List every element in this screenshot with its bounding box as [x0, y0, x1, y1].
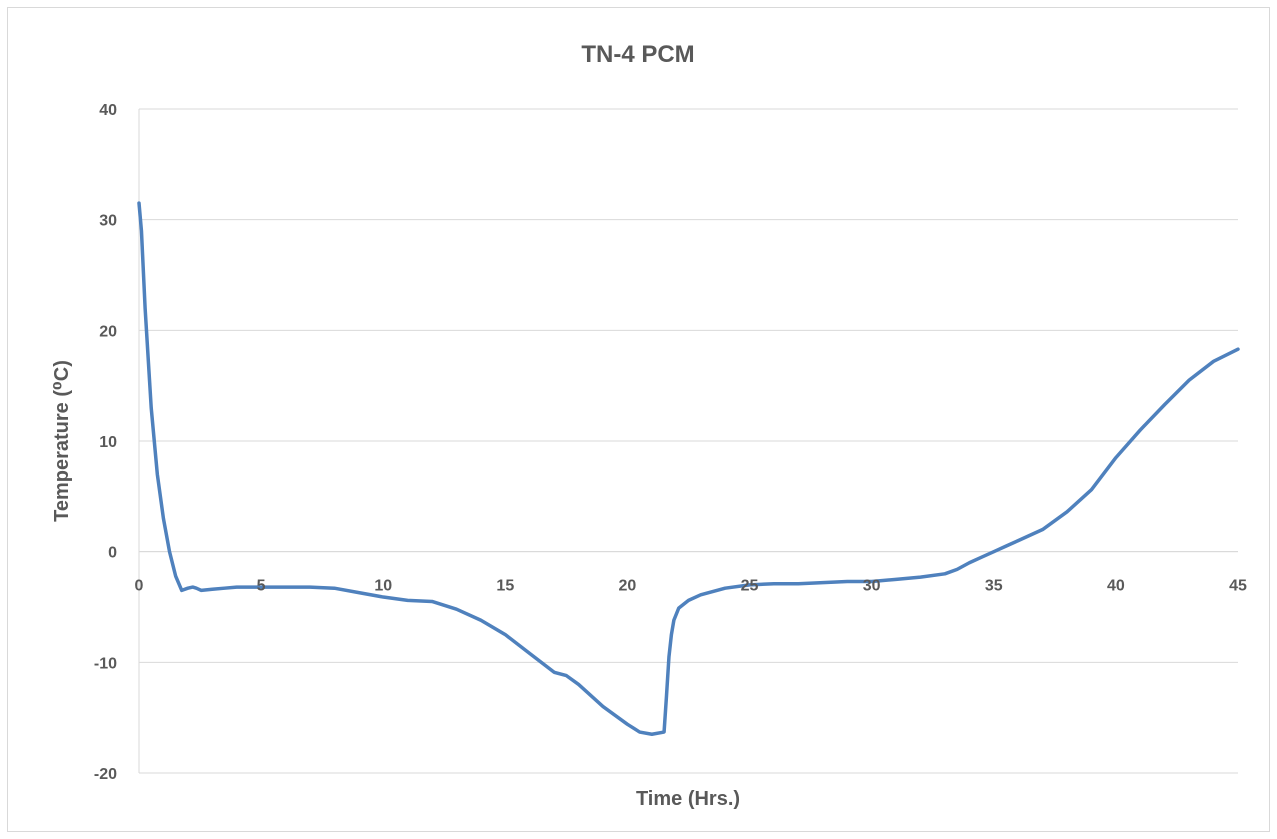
- y-tick-labels: 40 30 20 10 0 -10 -20: [94, 102, 117, 783]
- y-axis-label: Temperature (⁰C): [51, 360, 73, 522]
- y-tick-label: 20: [99, 323, 117, 340]
- x-tick-label: 45: [1229, 578, 1247, 595]
- y-tick-label: 30: [99, 213, 117, 230]
- x-tick-labels: 0 5 10 15 20 25 30 35 40 45: [135, 578, 1247, 595]
- x-tick-label: 40: [1107, 578, 1125, 595]
- y-tick-label: 0: [108, 545, 117, 562]
- x-tick-label: 15: [496, 578, 514, 595]
- gridlines: [139, 108, 1238, 774]
- x-tick-label: 30: [863, 578, 881, 595]
- y-tick-label: 10: [99, 434, 117, 451]
- series-line: [137, 201, 1240, 737]
- x-tick-label: 10: [374, 578, 392, 595]
- x-tick-label: 20: [619, 578, 637, 595]
- y-tick-label: 40: [99, 102, 117, 119]
- x-tick-label: 25: [741, 578, 759, 595]
- chart-frame: [7, 7, 1270, 832]
- x-tick-label: 35: [985, 578, 1003, 595]
- x-tick-label: 0: [135, 578, 144, 595]
- x-tick-label: 5: [257, 578, 266, 595]
- y-tick-label: -20: [94, 766, 117, 783]
- chart-title: TN-4 PCM: [581, 41, 694, 68]
- x-axis-label: Time (Hrs.): [636, 788, 740, 810]
- y-tick-label: -10: [94, 655, 117, 672]
